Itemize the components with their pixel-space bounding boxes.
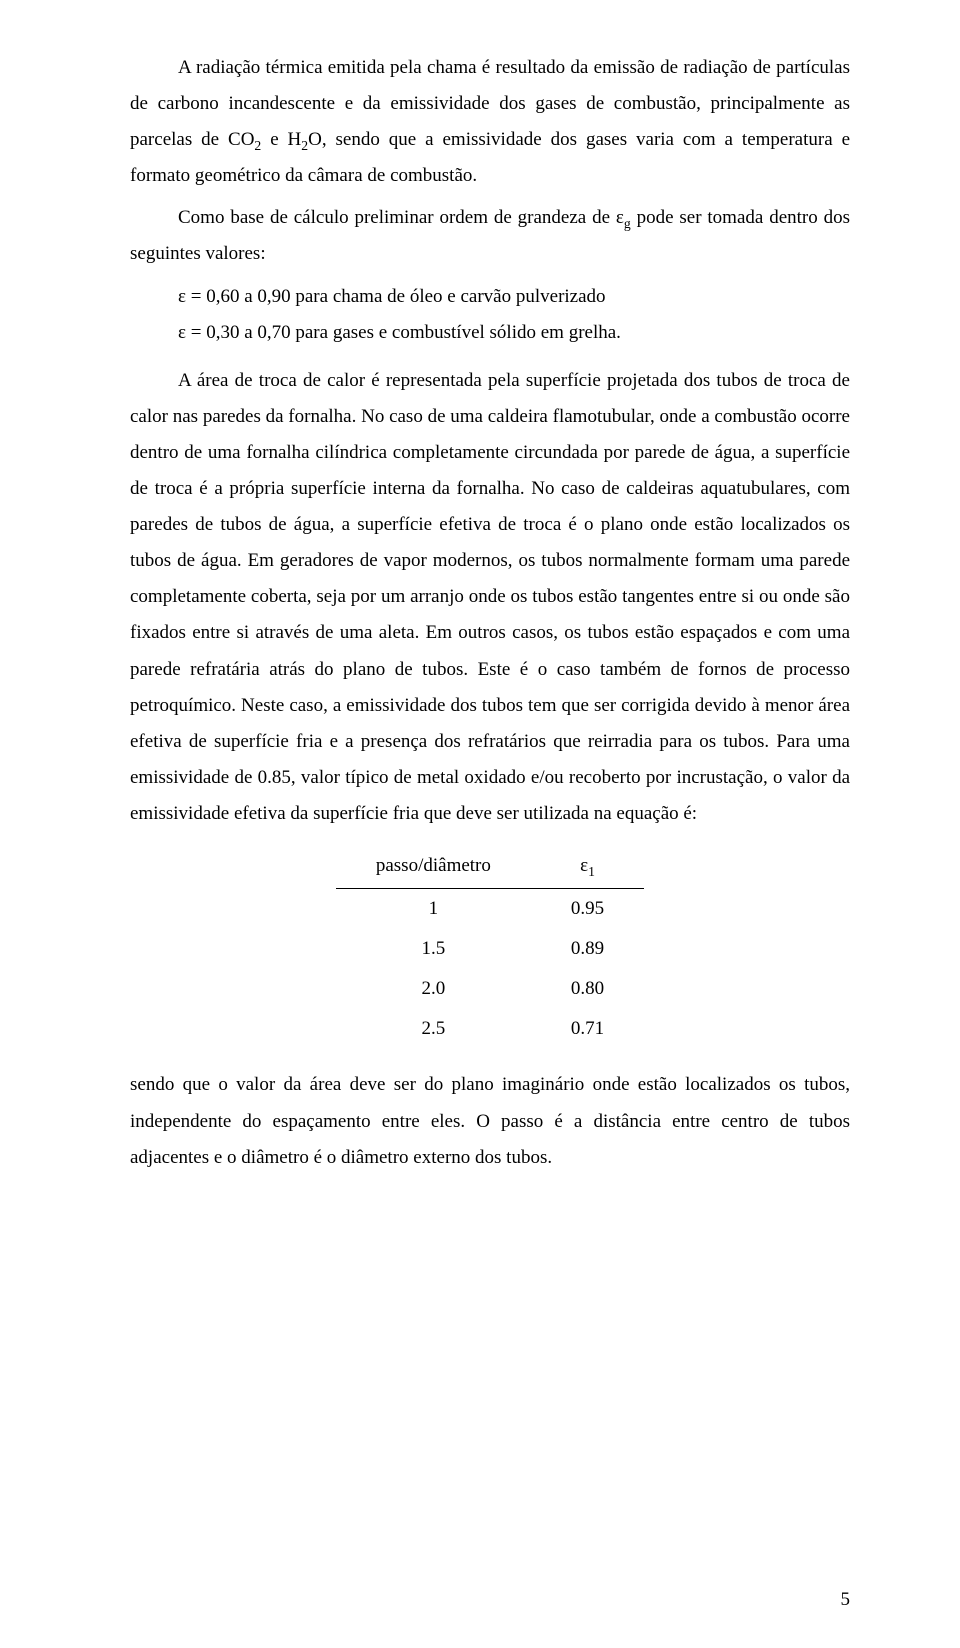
epsilon-item-2: ε = 0,30 a 0,70 para gases e combustível… bbox=[178, 315, 850, 351]
page-number: 5 bbox=[841, 1582, 851, 1618]
table-header-eps: ε bbox=[580, 855, 588, 876]
paragraph-1: A radiação térmica emitida pela chama é … bbox=[130, 50, 850, 194]
table-cell-left: 2.5 bbox=[336, 1009, 531, 1049]
epsilon-item-1: ε = 0,60 a 0,90 para chama de óleo e car… bbox=[178, 279, 850, 315]
emissivity-table: passo/diâmetro ε1 1 0.95 1.5 0.89 2.0 bbox=[336, 846, 644, 1049]
subscript-eps-g: g bbox=[624, 216, 631, 231]
table-header-row: passo/diâmetro ε1 bbox=[336, 846, 644, 889]
table-cell-left: 1 bbox=[336, 889, 531, 930]
table-row: 1 0.95 bbox=[336, 889, 644, 930]
table-cell-left: 1.5 bbox=[336, 929, 531, 969]
paragraph-3: A área de troca de calor é representada … bbox=[130, 363, 850, 832]
table-row: 2.0 0.80 bbox=[336, 969, 644, 1009]
paragraph-1-b: e H bbox=[261, 129, 301, 150]
table-cell-left: 2.0 bbox=[336, 969, 531, 1009]
table-header-left: passo/diâmetro bbox=[336, 846, 531, 889]
table-cell-right: 0.80 bbox=[531, 969, 644, 1009]
table-cell-right: 0.95 bbox=[531, 889, 644, 930]
table-cell-right: 0.89 bbox=[531, 929, 644, 969]
paragraph-4: sendo que o valor da área deve ser do pl… bbox=[130, 1067, 850, 1175]
emissivity-table-wrap: passo/diâmetro ε1 1 0.95 1.5 0.89 2.0 bbox=[130, 846, 850, 1049]
table-header-right: ε1 bbox=[531, 846, 644, 889]
table-row: 1.5 0.89 bbox=[336, 929, 644, 969]
table-cell-right: 0.71 bbox=[531, 1009, 644, 1049]
paragraph-2-a: Como base de cálculo preliminar ordem de… bbox=[178, 207, 624, 228]
table-header-eps-sub: 1 bbox=[588, 864, 595, 879]
table-row: 2.5 0.71 bbox=[336, 1009, 644, 1049]
paragraph-2: Como base de cálculo preliminar ordem de… bbox=[130, 200, 850, 272]
epsilon-list: ε = 0,60 a 0,90 para chama de óleo e car… bbox=[130, 279, 850, 351]
page: A radiação térmica emitida pela chama é … bbox=[0, 0, 960, 1648]
